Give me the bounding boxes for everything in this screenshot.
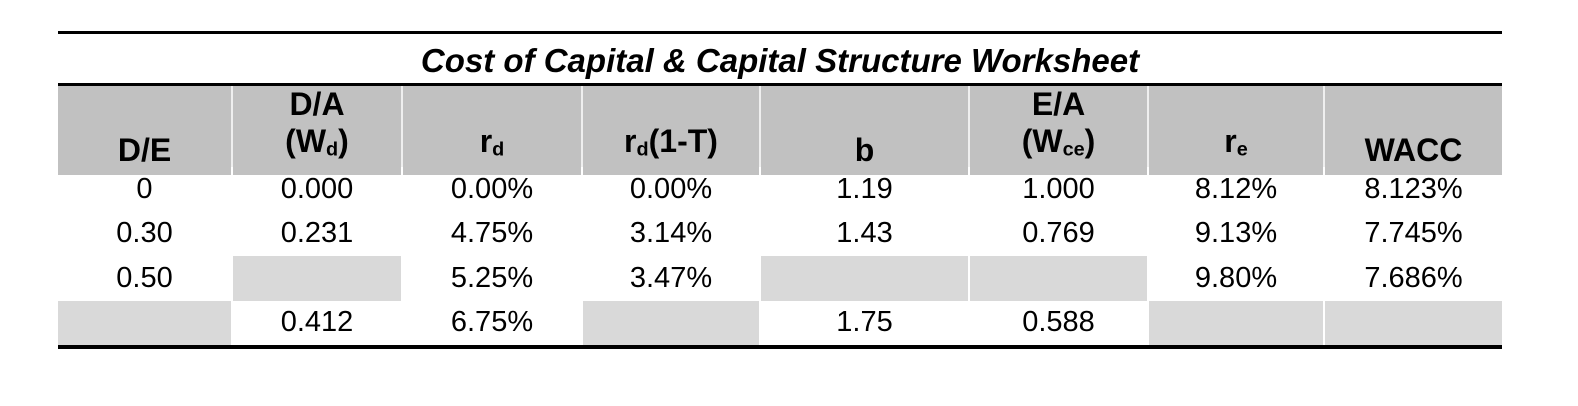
- column-header-ea-wce: E/A (Wce): [970, 86, 1149, 175]
- value-cell-rd-1-t-row3: 3.47%: [583, 256, 761, 301]
- value-cell-de-row1: 0: [58, 167, 233, 212]
- value-cell-ea-wce-row1: 1.000: [970, 167, 1149, 212]
- column-header-rd: rd: [403, 86, 583, 175]
- value-cell-da-wd-row4: 0.412: [233, 300, 403, 345]
- table-header-row: D/E D/A (Wd) rd rd(1-T) b E/A (Wce) re WACC: [58, 86, 1502, 175]
- value-cell-ea-wce-row4: 0.588: [970, 300, 1149, 345]
- bottom-rule: [58, 345, 1502, 349]
- column-header-b: b: [761, 86, 970, 175]
- value-cell-re-row2: 9.13%: [1149, 211, 1325, 256]
- blank-cell-de-row4: [58, 300, 233, 345]
- blank-cell-b-row3: [761, 256, 970, 301]
- title-row: Cost of Capital & Capital Structure Work…: [58, 34, 1502, 83]
- value-cell-de-row3: 0.50: [58, 256, 233, 301]
- value-cell-b-row4: 1.75: [761, 300, 970, 345]
- column-header-re: re: [1149, 86, 1325, 175]
- blank-cell-re-row4: [1149, 300, 1325, 345]
- value-cell-rd-row3: 5.25%: [403, 256, 583, 301]
- value-cell-b-row1: 1.19: [761, 167, 970, 212]
- value-cell-rd-row4: 6.75%: [403, 300, 583, 345]
- value-cell-rd-row1: 0.00%: [403, 167, 583, 212]
- table-body: 0 0.000 0.00% 0.00% 1.19 1.000 8.12% 8.123% 0.30…: [58, 167, 1502, 345]
- worksheet-title: Cost of Capital & Capital Structure Work…: [420, 41, 1140, 79]
- value-cell-rd-1-t-row1: 0.00%: [583, 167, 761, 212]
- value-cell-de-row2: 0.30: [58, 211, 233, 256]
- value-cell-rd-row2: 4.75%: [403, 211, 583, 256]
- column-header-da-wd: D/A (Wd): [233, 86, 403, 175]
- value-cell-rd-1-t-row2: 3.14%: [583, 211, 761, 256]
- title-bottom-rule: [58, 83, 1502, 86]
- column-header-rd-1-t: rd(1-T): [583, 86, 761, 175]
- value-cell-wacc-row2: 7.745%: [1364, 217, 1463, 250]
- value-cell-b-row2: 1.43: [761, 211, 970, 256]
- worksheet: Cost of Capital & Capital Structure Work…: [58, 31, 1502, 349]
- blank-cell-wacc-row4: [1325, 300, 1502, 345]
- blank-cell-da-wd-row3: [233, 256, 403, 301]
- value-cell-re-row1: 8.12%: [1149, 167, 1325, 212]
- value-cell-da-wd-row1: 0.000: [233, 167, 403, 212]
- value-cell-re-row3: 9.80%: [1149, 256, 1325, 301]
- value-cell-da-wd-row2: 0.231: [233, 211, 403, 256]
- top-rule: [58, 31, 1502, 34]
- value-cell-ea-wce-row2: 0.769: [970, 211, 1149, 256]
- column-header-de: D/E: [58, 86, 233, 175]
- blank-cell-ea-wce-row3: [970, 256, 1149, 301]
- value-cell-wacc-row3: 7.686%: [1364, 261, 1463, 294]
- blank-cell-rd-1-t-row4: [583, 300, 761, 345]
- value-cell-wacc-row1: 8.123%: [1364, 172, 1463, 205]
- column-header-wacc: WACC: [1325, 86, 1502, 175]
